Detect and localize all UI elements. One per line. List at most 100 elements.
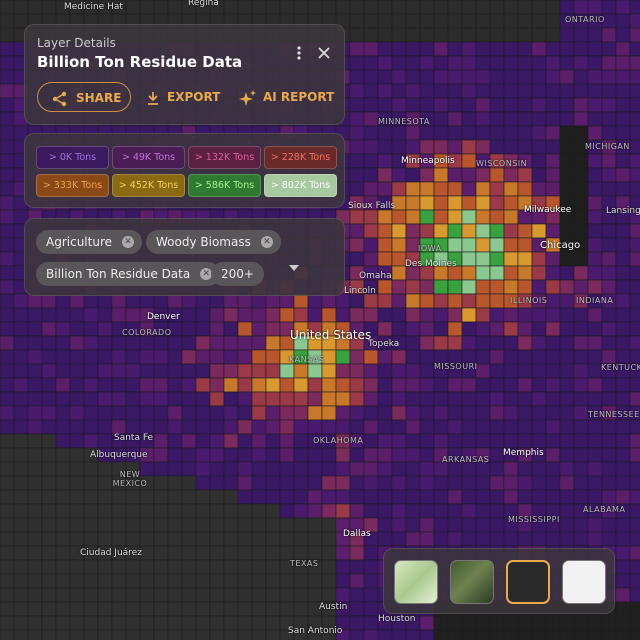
map-cell [629,433,640,449]
map-cell [531,55,547,71]
map-cell [55,587,71,603]
legend-item[interactable]: > 586K Tons [188,174,261,197]
map-cell [69,349,85,365]
dropdown-icon[interactable] [289,265,299,273]
map-cell [433,307,449,323]
legend-item[interactable]: > 228K Tons [264,146,337,169]
report-button[interactable]: AI REPORT [239,82,334,112]
map-cell [363,433,379,449]
map-cell [27,461,43,477]
map-cell [209,503,225,519]
map-cell [13,545,29,561]
map-cell [531,41,547,57]
map-cell [503,433,519,449]
map-cell [461,517,477,533]
map-cell [391,405,407,421]
share-button[interactable]: SHARE [37,82,131,112]
chip-remove[interactable]: ✕ [260,236,273,248]
map-cell [13,503,29,519]
map-cell [601,391,617,407]
map-cell [545,391,561,407]
map-cell [377,0,393,15]
map-cell [419,363,435,379]
basemap-light-terrain[interactable] [394,560,438,604]
basemap-light[interactable] [562,560,606,604]
map-label: OKLAHOMA [313,436,364,445]
map-cell [615,433,631,449]
map-cell [391,97,407,113]
map-cell [0,223,15,239]
map-cell [209,517,225,533]
map-cell [503,377,519,393]
legend-item[interactable]: > 452K Tons [112,174,185,197]
map-cell [167,629,183,640]
map-cell [475,55,491,71]
map-cell [349,377,365,393]
basemap-satellite[interactable] [450,560,494,604]
map-cell [629,447,640,463]
map-cell [237,573,253,589]
map-cell [111,601,127,617]
map-cell [27,433,43,449]
map-cell [587,279,603,295]
map-cell [223,349,239,365]
map-cell [419,629,435,640]
filter-chip[interactable]: Billion Ton Residue Data ✕ [36,262,221,286]
map-cell [573,0,589,15]
map-cell [377,83,393,99]
menu-icon[interactable] [293,45,305,61]
map-cell [377,293,393,309]
legend-item[interactable]: > 0K Tons [36,146,109,169]
map-cell [615,321,631,337]
map-cell [41,629,57,640]
map-cell [503,461,519,477]
map-cell [209,489,225,505]
legend-item[interactable]: > 132K Tons [188,146,261,169]
map-cell [167,545,183,561]
map-cell [377,13,393,29]
chip-remove[interactable]: ✕ [122,236,134,248]
map-cell [629,293,640,309]
more-chip[interactable]: 200+ [211,262,264,286]
map-cell [251,475,267,491]
map-cell [573,209,589,225]
map-cell [419,335,435,351]
legend-item[interactable]: > 49K Tons [112,146,185,169]
export-button[interactable]: EXPORT [147,82,220,112]
filter-chip[interactable]: Agriculture ✕ [36,230,142,254]
map-cell [391,517,407,533]
map-cell [615,13,631,29]
legend-item[interactable]: > 333K Tons [36,174,109,197]
map-cell [545,111,561,127]
chip-remove[interactable]: ✕ [200,268,213,280]
map-cell [559,321,575,337]
map-cell [601,41,617,57]
map-cell [615,111,631,127]
map-cell [0,41,15,57]
close-icon[interactable] [317,46,331,60]
map-cell [377,321,393,337]
basemap-dark[interactable] [506,560,550,604]
filter-chip[interactable]: Woody Biomass ✕ [146,230,281,254]
map-cell [517,167,533,183]
map-cell [559,391,575,407]
map-cell [517,419,533,435]
map-cell [293,391,309,407]
map-cell [13,0,29,15]
map-cell [55,349,71,365]
map-cell [419,293,435,309]
map-cell [573,167,589,183]
map-cell [97,391,113,407]
legend-item[interactable]: > 802K Tons [264,174,337,197]
map-cell [615,27,631,43]
map-cell [503,349,519,365]
map-cell [363,55,379,71]
map-cell [391,223,407,239]
map-cell [573,349,589,365]
map-cell [321,461,337,477]
map-cell [83,307,99,323]
map-cell [601,0,617,15]
map-cell [349,181,365,197]
map-cell [419,433,435,449]
map-cell [587,237,603,253]
